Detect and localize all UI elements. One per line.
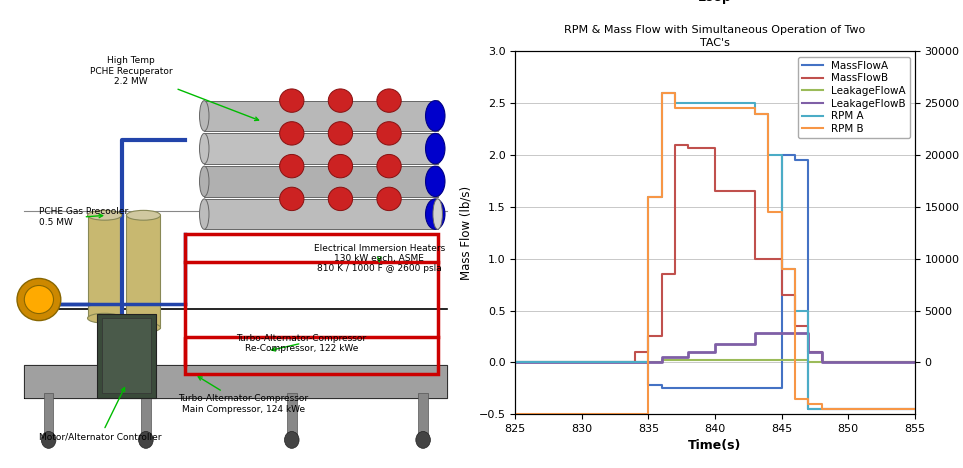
FancyBboxPatch shape — [204, 166, 437, 197]
Y-axis label: Mass Flow (lb/s): Mass Flow (lb/s) — [460, 186, 473, 280]
Text: RPM & Mass Flow with Simultaneous Operation of Two
TAC's: RPM & Mass Flow with Simultaneous Operat… — [564, 25, 866, 48]
Text: High Temp
PCHE Recuperator
2.2 MW: High Temp PCHE Recuperator 2.2 MW — [90, 57, 258, 121]
FancyBboxPatch shape — [88, 215, 121, 318]
Ellipse shape — [377, 154, 402, 178]
Ellipse shape — [199, 199, 209, 229]
Ellipse shape — [377, 122, 402, 145]
Ellipse shape — [199, 133, 209, 164]
FancyBboxPatch shape — [287, 393, 297, 440]
Ellipse shape — [433, 166, 442, 197]
Legend: MassFlowA, MassFlowB, LeakageFlowA, LeakageFlowB, RPM A, RPM B: MassFlowA, MassFlowB, LeakageFlowA, Leak… — [797, 57, 910, 138]
Ellipse shape — [328, 89, 352, 112]
Ellipse shape — [17, 278, 61, 321]
Ellipse shape — [328, 187, 352, 211]
Text: Turbo-Alternator-Compressor
Re-Compressor, 122 kWe: Turbo-Alternator-Compressor Re-Compresso… — [237, 334, 367, 353]
Ellipse shape — [88, 210, 121, 220]
Ellipse shape — [426, 199, 445, 229]
FancyBboxPatch shape — [126, 215, 161, 328]
Text: PCHE Gas Precooler
0.5 MW: PCHE Gas Precooler 0.5 MW — [39, 207, 128, 227]
FancyBboxPatch shape — [141, 393, 151, 440]
Ellipse shape — [199, 101, 209, 131]
Ellipse shape — [279, 122, 304, 145]
FancyBboxPatch shape — [204, 133, 437, 164]
Ellipse shape — [433, 133, 442, 164]
Ellipse shape — [279, 187, 304, 211]
Ellipse shape — [199, 166, 209, 197]
Ellipse shape — [328, 154, 352, 178]
Text: Turbo-Alternator-Compressor
Main Compressor, 124 kWe: Turbo-Alternator-Compressor Main Compres… — [178, 377, 308, 414]
Ellipse shape — [377, 187, 402, 211]
FancyBboxPatch shape — [102, 318, 151, 393]
Ellipse shape — [126, 323, 161, 332]
Text: Motor/Alternator Controller: Motor/Alternator Controller — [39, 388, 162, 442]
FancyBboxPatch shape — [204, 101, 437, 131]
Ellipse shape — [284, 431, 299, 448]
FancyBboxPatch shape — [43, 393, 54, 440]
Text: Gen IV Heated Unrecuperated Split Flow Brayton
Loop: Gen IV Heated Unrecuperated Split Flow B… — [543, 0, 887, 4]
Ellipse shape — [24, 285, 54, 314]
Text: Electrical Immersion Heaters
130 kW each, ASME
810 K / 1000 F @ 2600 psla: Electrical Immersion Heaters 130 kW each… — [314, 244, 445, 273]
Ellipse shape — [433, 199, 442, 229]
Polygon shape — [24, 365, 448, 398]
FancyBboxPatch shape — [0, 0, 486, 468]
Ellipse shape — [433, 101, 442, 131]
X-axis label: Time(s): Time(s) — [689, 439, 742, 453]
FancyBboxPatch shape — [204, 199, 437, 229]
Ellipse shape — [41, 431, 56, 448]
FancyBboxPatch shape — [418, 393, 428, 440]
Ellipse shape — [279, 154, 304, 178]
Ellipse shape — [88, 314, 121, 323]
Ellipse shape — [426, 133, 445, 164]
Ellipse shape — [126, 210, 161, 220]
Ellipse shape — [426, 101, 445, 131]
Ellipse shape — [416, 431, 430, 448]
Ellipse shape — [139, 431, 153, 448]
FancyBboxPatch shape — [97, 314, 156, 398]
Ellipse shape — [377, 89, 402, 112]
Ellipse shape — [328, 122, 352, 145]
Ellipse shape — [426, 166, 445, 197]
Ellipse shape — [279, 89, 304, 112]
